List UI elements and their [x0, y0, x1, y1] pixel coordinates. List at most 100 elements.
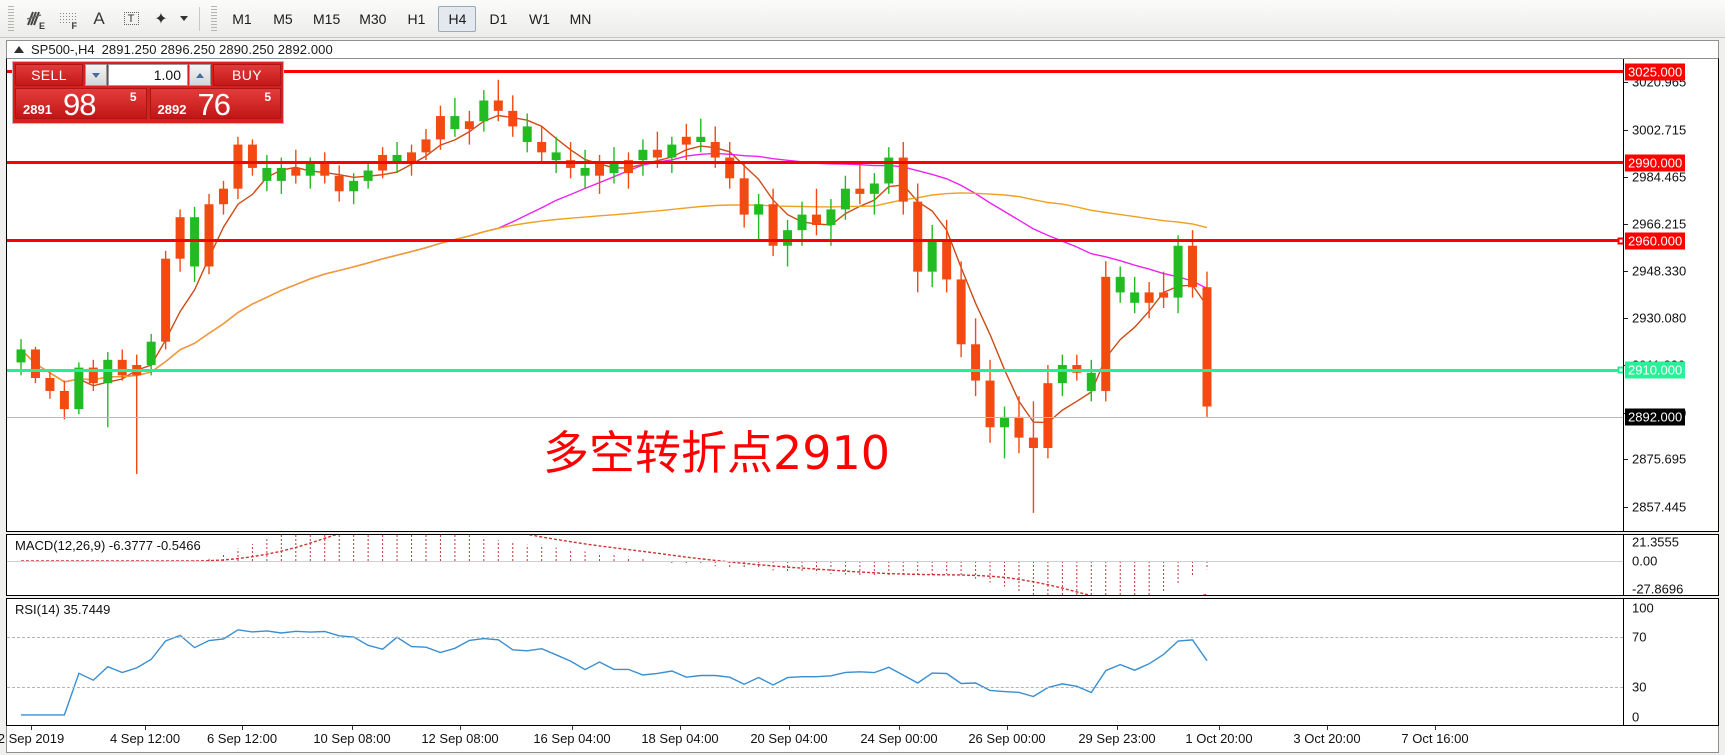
- bid-price-cell[interactable]: 2891 98 5: [15, 88, 147, 119]
- timeframe-m30[interactable]: M30: [359, 10, 387, 27]
- price-axis-tick: [1624, 82, 1628, 84]
- timeframe-h4[interactable]: H4: [438, 5, 477, 32]
- volume-stepper[interactable]: 1.00: [85, 64, 211, 86]
- objects-dropdown-icon[interactable]: [176, 4, 192, 34]
- macd-axis: 21.3555 0.00 -27.8696: [1623, 535, 1718, 597]
- price-axis-tick: [1624, 318, 1628, 320]
- volume-increase-button[interactable]: [189, 64, 211, 86]
- one-click-trading-panel[interactable]: SELL 1.00 BUY 2891 98 5 2892 76 5: [12, 61, 284, 124]
- time-axis-label: 16 Sep 04:00: [533, 731, 611, 746]
- bid-price-prefix: 2891: [23, 102, 52, 117]
- last-price-badge[interactable]: 2892.000: [1625, 408, 1686, 426]
- timeframe-d1[interactable]: D1: [489, 10, 508, 27]
- support-level-line[interactable]: [7, 368, 1623, 372]
- time-axis-tick: [899, 726, 900, 730]
- time-axis-label: 24 Sep 00:00: [860, 731, 938, 746]
- time-axis-label: 20 Sep 04:00: [750, 731, 828, 746]
- objects-icon[interactable]: ✦: [148, 4, 174, 34]
- time-axis-tick: [460, 726, 461, 730]
- text-tool-glyph: A: [93, 8, 105, 28]
- macd-zero-line: [7, 561, 1623, 563]
- text-label-icon[interactable]: T: [116, 4, 146, 34]
- toolbar-grip-timeframes[interactable]: [211, 5, 217, 32]
- price-chart-pane[interactable]: 3020.965 3002.715 2984.465 2966.215 2948.330…: [6, 58, 1719, 532]
- resistance-level-line[interactable]: [7, 161, 1623, 165]
- price-axis[interactable]: 3020.965 3002.715 2984.465 2966.215 2948.330…: [1623, 59, 1718, 531]
- time-axis-label: 18 Sep 04:00: [641, 731, 719, 746]
- price-axis-label: 2948.330: [1632, 263, 1687, 279]
- volume-input[interactable]: 1.00: [108, 64, 188, 86]
- timeframe-m5[interactable]: M5: [273, 10, 293, 27]
- crosshair-grid-icon[interactable]: F: [52, 4, 82, 34]
- text-tool-icon[interactable]: A: [84, 4, 114, 34]
- buy-button[interactable]: BUY: [213, 64, 281, 86]
- rsi-level-70: [7, 636, 1623, 638]
- rsi-level-30: [7, 687, 1623, 689]
- resistance-level-line[interactable]: [7, 239, 1623, 243]
- volume-decrease-button[interactable]: [85, 64, 107, 86]
- text-label-box: T: [123, 12, 139, 25]
- toolbar-grip-tools[interactable]: [8, 5, 14, 32]
- expand-triangle-icon[interactable]: [14, 46, 24, 53]
- symbol-label: SP500-,H4: [31, 42, 95, 57]
- rsi-axis: 100 70 30 0: [1623, 599, 1718, 725]
- timeframe-mn[interactable]: MN: [569, 10, 592, 27]
- price-axis-label: 2930.080: [1632, 310, 1687, 326]
- indicators-icon-label: E: [38, 20, 45, 31]
- timeframe-group: M1 M5 M15 M30 H1 H4 D1 W1 MN: [223, 5, 599, 32]
- time-axis-label: 12 Sep 08:00: [421, 731, 499, 746]
- price-axis-label: 2966.215: [1632, 216, 1687, 232]
- timeframe-m1[interactable]: M1: [232, 10, 252, 27]
- price-plot-area[interactable]: [7, 59, 1718, 531]
- timeframe-h1[interactable]: H1: [407, 10, 426, 27]
- resistance-level-badge[interactable]: 2990.000: [1625, 154, 1686, 172]
- time-axis[interactable]: 2 Sep 2019 4 Sep 12:00 6 Sep 12:00 10 Sep 0…: [0, 726, 1719, 753]
- time-axis-label: 3 Oct 20:00: [1293, 731, 1361, 746]
- rsi-axis-label: 100: [1632, 600, 1654, 616]
- time-axis-label: 1 Oct 20:00: [1185, 731, 1253, 746]
- support-level-badge[interactable]: 2910.000: [1625, 361, 1686, 379]
- toolbar-separator: [199, 6, 200, 31]
- resistance-level-badge[interactable]: 3025.000: [1625, 63, 1686, 81]
- trade-panel-prices: 2891 98 5 2892 76 5: [13, 88, 283, 121]
- chart-annotation-text[interactable]: 多空转折点2910: [543, 426, 891, 480]
- macd-plot-area[interactable]: [7, 535, 1718, 595]
- ask-price-main: 76: [197, 88, 231, 119]
- time-axis-label: 10 Sep 08:00: [313, 731, 391, 746]
- time-axis-label: 2 Sep 2019: [0, 731, 65, 746]
- trade-panel-controls: SELL 1.00 BUY: [13, 62, 283, 88]
- time-axis-tick: [789, 726, 790, 730]
- objects-glyph: ✦: [154, 10, 168, 28]
- resistance-level-badge[interactable]: 2960.000: [1625, 232, 1686, 250]
- rsi-axis-label: 30: [1632, 679, 1647, 695]
- rsi-axis-label: 70: [1632, 629, 1647, 645]
- indicators-icon[interactable]: E: [20, 4, 50, 34]
- sell-button[interactable]: SELL: [15, 64, 83, 86]
- text-label-glyph: T: [127, 12, 135, 25]
- bid-price-fraction: 5: [129, 90, 137, 104]
- time-axis-label: 29 Sep 23:00: [1078, 731, 1156, 746]
- time-axis-tick: [1435, 726, 1436, 730]
- timeframe-w1[interactable]: W1: [528, 10, 550, 27]
- main-toolbar: E F A T ✦ M1 M5 M15 M30 H1 H4 D1 W1 MN: [0, 0, 1725, 38]
- rsi-series: [21, 629, 1208, 716]
- bid-price-main: 98: [63, 88, 96, 119]
- price-axis-tick: [1624, 224, 1628, 226]
- rsi-plot-area[interactable]: [7, 599, 1718, 725]
- time-axis-tick: [1117, 726, 1118, 730]
- resistance-level-line[interactable]: [7, 70, 1623, 74]
- chevron-down-icon: [180, 16, 188, 21]
- time-axis-label: 6 Sep 12:00: [206, 731, 278, 746]
- symbol-bar[interactable]: SP500-,H4 2891.250 2896.250 2890.250 289…: [6, 40, 1719, 58]
- ask-price-cell[interactable]: 2892 76 5: [149, 88, 281, 119]
- price-axis-label: 3002.715: [1632, 122, 1687, 138]
- price-axis-tick: [1624, 270, 1628, 272]
- price-axis-tick: [1624, 506, 1628, 508]
- rsi-indicator-pane[interactable]: RSI(14) 35.7449 100 70 30 0: [6, 598, 1719, 726]
- time-axis-label: 26 Sep 00:00: [968, 731, 1046, 746]
- time-axis-tick: [145, 726, 146, 730]
- macd-caption: MACD(12,26,9) -6.3777 -0.5466: [15, 538, 201, 553]
- timeframe-m15[interactable]: M15: [313, 10, 341, 27]
- ask-price-fraction: 5: [264, 90, 271, 104]
- macd-indicator-pane[interactable]: MACD(12,26,9) -6.3777 -0.5466 21.3555 0.0…: [6, 534, 1719, 597]
